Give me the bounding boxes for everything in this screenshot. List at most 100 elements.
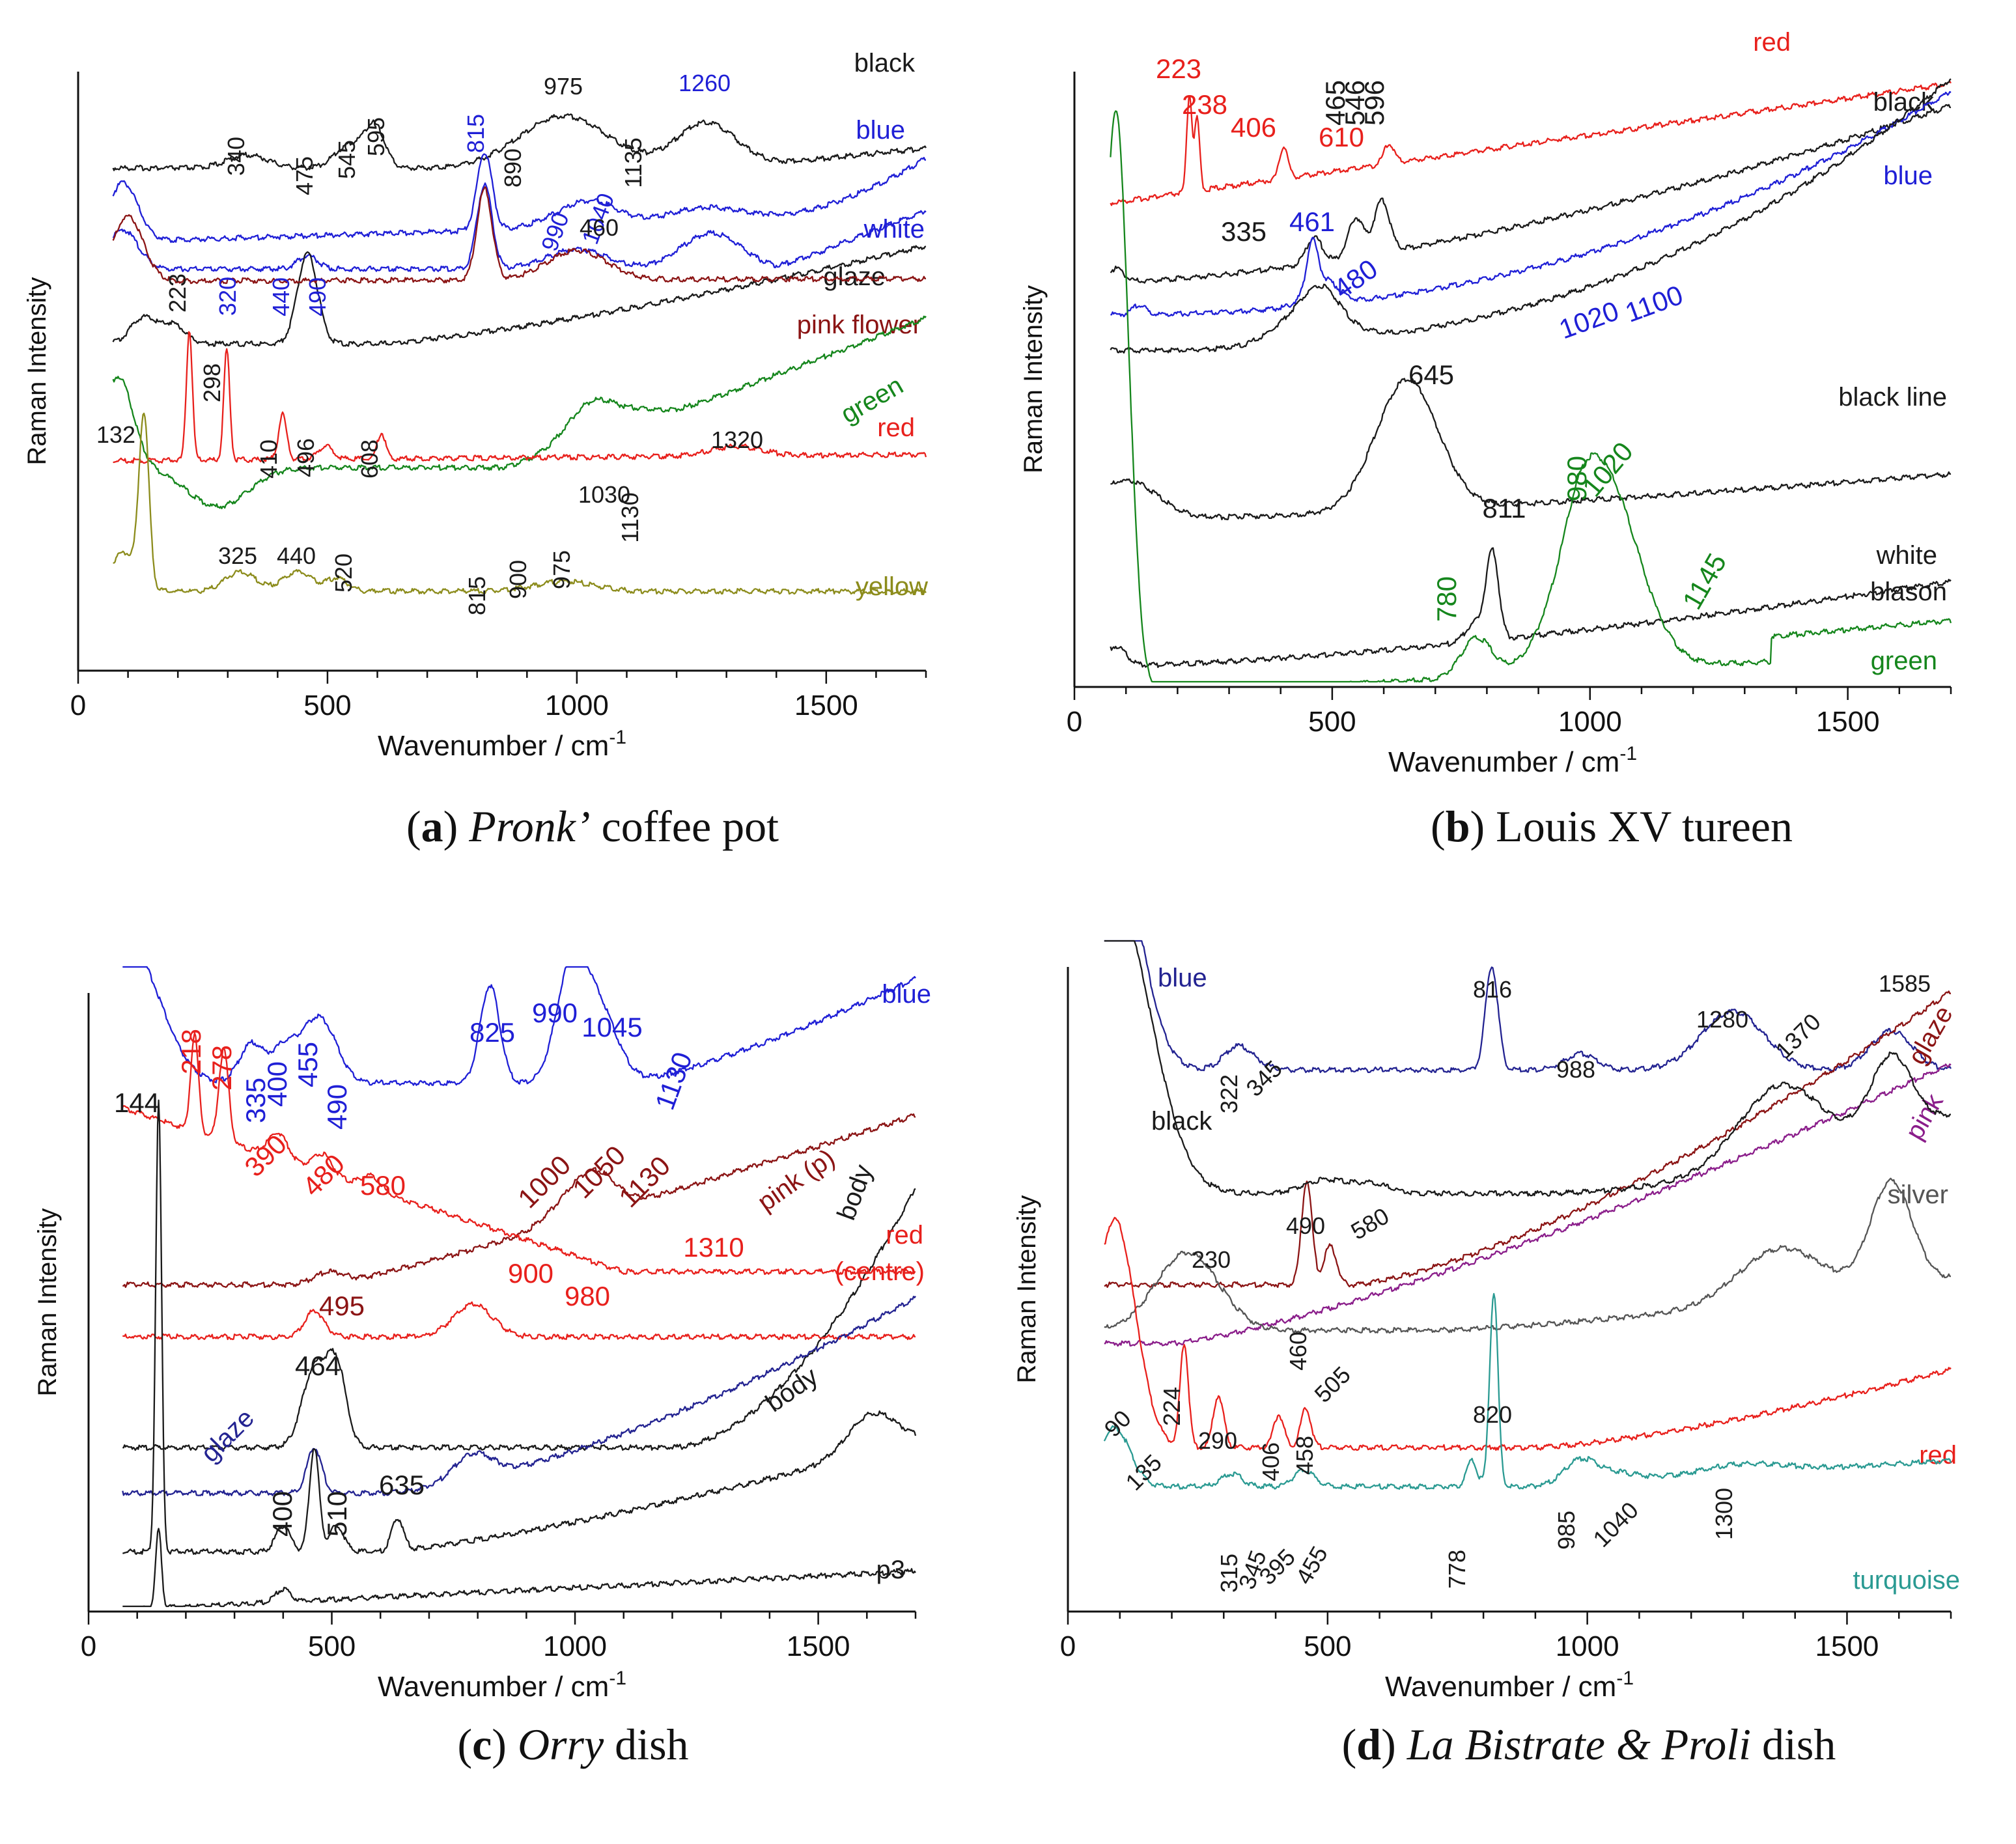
peak-label: 460 <box>1285 1332 1311 1371</box>
caption-text: coffee pot <box>590 802 779 851</box>
peak-label: 480 <box>296 1148 350 1202</box>
series-line-glaze <box>1104 990 1952 1289</box>
peak-label: 980 <box>1561 456 1592 501</box>
series-label: red <box>1753 28 1791 57</box>
series-line-black-line <box>1110 78 1952 354</box>
series-label: white <box>1876 541 1937 570</box>
x-axis-label: Wavenumber / cm-1 <box>378 727 626 762</box>
peak-label: 223 <box>164 273 191 313</box>
series-label: glaze <box>195 1404 260 1468</box>
y-axis-label: Raman Intensity <box>33 1208 62 1396</box>
series-line-glaze <box>122 1295 916 1497</box>
series-line-red <box>122 1032 916 1276</box>
series-line-pink <box>1104 1063 1952 1347</box>
series-line-body <box>122 1188 916 1451</box>
series-line-yellow <box>113 412 927 595</box>
series-label: pink flower <box>797 311 921 339</box>
x-axis-label-sup: -1 <box>1619 743 1637 764</box>
caption-italic: Orry <box>517 1720 604 1769</box>
panel-b: 0 500 1000 1500 Wavenumber / cm-1 Raman Inten… <box>1019 28 1952 778</box>
series-label: blason <box>1870 578 1947 606</box>
peak-label: 1370 <box>1770 1008 1826 1064</box>
caption-b: (b) Louis XV tureen <box>1156 801 2016 852</box>
series-label: blue <box>1158 964 1207 992</box>
series-line-red <box>1110 80 1952 206</box>
peak-label: 490 <box>304 277 331 316</box>
series-label: silver <box>1888 1180 1948 1209</box>
peak-label: 455 <box>1290 1541 1333 1589</box>
peak-label: 1280 <box>1696 1006 1748 1033</box>
peak-label: 290 <box>1198 1427 1237 1454</box>
series-line-turquoise <box>1103 1292 1952 1490</box>
peak-label: 1310 <box>683 1232 744 1263</box>
series-label: blue <box>882 980 931 1009</box>
peak-label: 608 <box>356 440 383 479</box>
caption-d: (d) La Bistrate & Proli dish <box>1133 1719 2016 1770</box>
caption-italic: La Bistrate & Proli <box>1407 1720 1752 1769</box>
peak-label: 811 <box>1483 493 1526 524</box>
caption-letter: d <box>1356 1720 1382 1769</box>
peak-label: 610 <box>1319 122 1364 152</box>
peak-label: 510 <box>322 1491 352 1537</box>
caption-paren: ( <box>406 802 421 851</box>
peak-label: 400 <box>267 1491 298 1537</box>
peak-label: 975 <box>548 550 575 589</box>
peak-label: 595 <box>363 117 389 156</box>
peak-label: 985 <box>1553 1511 1580 1550</box>
series-label: blue <box>856 116 905 145</box>
peak-label: 238 <box>1182 89 1227 120</box>
panel-c: 0 500 1000 1500 Wavenumber / cm-1 Raman Inten… <box>33 966 931 1703</box>
peak-label: 144 <box>114 1087 160 1118</box>
series-line--centre- <box>122 1301 916 1341</box>
peak-label: 1135 <box>620 137 647 188</box>
peak-label: 1585 <box>1879 970 1931 997</box>
peak-label: 325 <box>218 542 257 569</box>
series-label: pink <box>1900 1089 1949 1145</box>
x-tick-label: 500 <box>308 1630 356 1662</box>
series-line-white <box>1110 378 1952 521</box>
peak-label: 406 <box>1257 1442 1284 1481</box>
peak-label: 635 <box>379 1470 425 1500</box>
panel-a: 0 500 1000 1500 Wavenumber / cm-1 Raman Inten… <box>23 49 928 762</box>
series-label: black <box>1873 88 1935 117</box>
series-line-blue <box>122 966 916 1086</box>
x-tick-label: 1000 <box>1556 1630 1619 1662</box>
series-line-silver <box>1104 1177 1951 1334</box>
x-tick-label: 1000 <box>545 690 609 721</box>
caption-c: (c) Orry dish <box>117 1719 1029 1770</box>
peak-label: 825 <box>469 1017 515 1048</box>
peak-label: 1145 <box>1677 548 1733 615</box>
peak-label: 1045 <box>581 1012 642 1042</box>
caption-letter: a <box>421 802 443 851</box>
series-label: black <box>1151 1107 1212 1136</box>
peak-label: 580 <box>360 1170 406 1201</box>
x-axis-label: Wavenumber / cm-1 <box>378 1668 626 1703</box>
x-tick-label: 0 <box>1067 706 1082 738</box>
series-label: turquoise <box>1853 1566 1960 1595</box>
series-line-red <box>1104 1216 1952 1451</box>
series-label: black line <box>1838 383 1947 412</box>
series-line-blason <box>1110 547 1952 668</box>
series-label: p3 <box>876 1556 906 1584</box>
series-label: (centre) <box>835 1257 925 1286</box>
caption-italic: Pronk’ <box>469 802 591 851</box>
peak-label: 815 <box>462 114 489 153</box>
peak-label: 90 <box>1099 1405 1136 1442</box>
peak-label: 440 <box>268 277 294 316</box>
peak-label: 335 <box>240 1078 271 1123</box>
x-tick-label: 0 <box>81 1630 96 1662</box>
series-line-pink-p- <box>122 1113 916 1289</box>
panel-d: 0 500 1000 1500 Wavenumber / cm-1 Raman Inten… <box>1013 940 1960 1703</box>
caption-text: Louis XV tureen <box>1496 802 1793 851</box>
caption-paren: ( <box>457 1720 473 1769</box>
series-line-black <box>112 113 927 172</box>
peak-label: 135 <box>1120 1449 1166 1495</box>
peak-label: 315 <box>1216 1554 1242 1593</box>
peak-label: 1260 <box>679 70 731 96</box>
peak-label: 335 <box>1221 216 1267 247</box>
series-line-green <box>112 315 927 510</box>
peak-label: 400 <box>262 1061 292 1107</box>
peak-label: 132 <box>96 421 135 448</box>
peak-label: 990 <box>532 998 578 1028</box>
